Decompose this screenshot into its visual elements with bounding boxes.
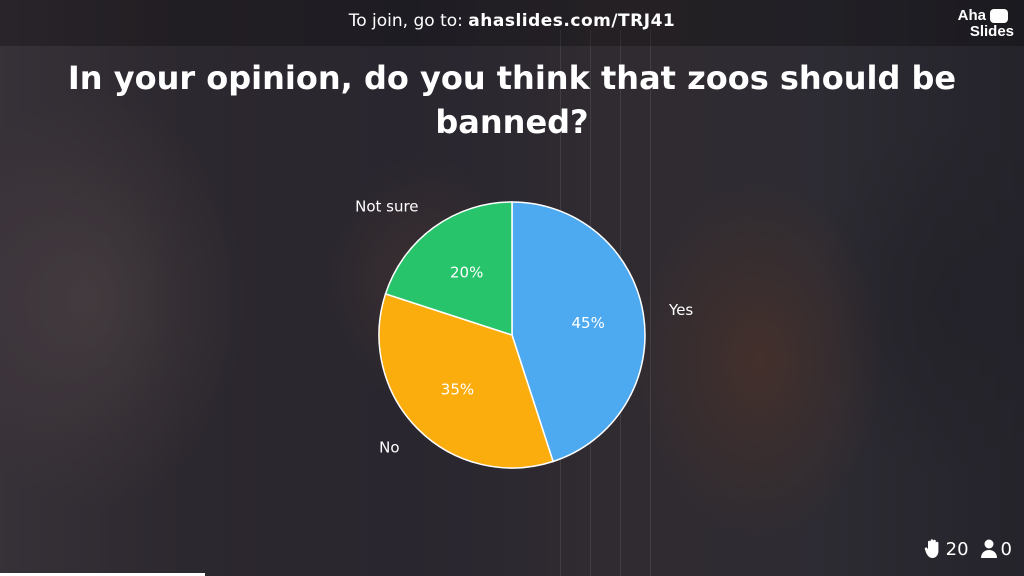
pie-chart: 45% Yes 35% No 20% Not sure [355,197,693,469]
slice-value-label: 35% [441,381,474,399]
logo-text-slides: Slides [969,23,1014,40]
join-prefix: To join, go to: [348,11,469,31]
logo-text-aha: Aha [957,7,986,24]
slice-category-label: Yes [668,301,693,319]
raised-hand-icon [924,539,939,558]
pie-slice-yes [511,201,646,463]
person-icon [980,539,997,558]
slice-value-label: 20% [450,264,483,282]
question-title: In your opinion, do you think that zoos … [67,59,957,141]
join-url[interactable]: ahaslides.com/TRJ41 [468,11,676,31]
fence-line [650,30,651,576]
pie-slice-not-sure [384,201,513,337]
pie-slice-no [378,292,555,469]
participants-count: 0 [1000,538,1012,560]
join-instructions: To join, go to: ahaslides.com/TRJ41 [0,11,1024,31]
ahaslides-logo: Aha Slides [936,7,1014,41]
footer-stats: 20 0 [924,536,1012,562]
reactions-count: 20 [945,538,969,560]
logo-smile-icon [990,9,1008,23]
slice-value-label: 45% [572,314,605,332]
join-bar: To join, go to: ahaslides.com/TRJ41 Aha … [0,0,1024,46]
slice-category-label: Not sure [355,197,418,215]
progress-bar [0,573,205,576]
slice-category-label: No [379,438,399,456]
